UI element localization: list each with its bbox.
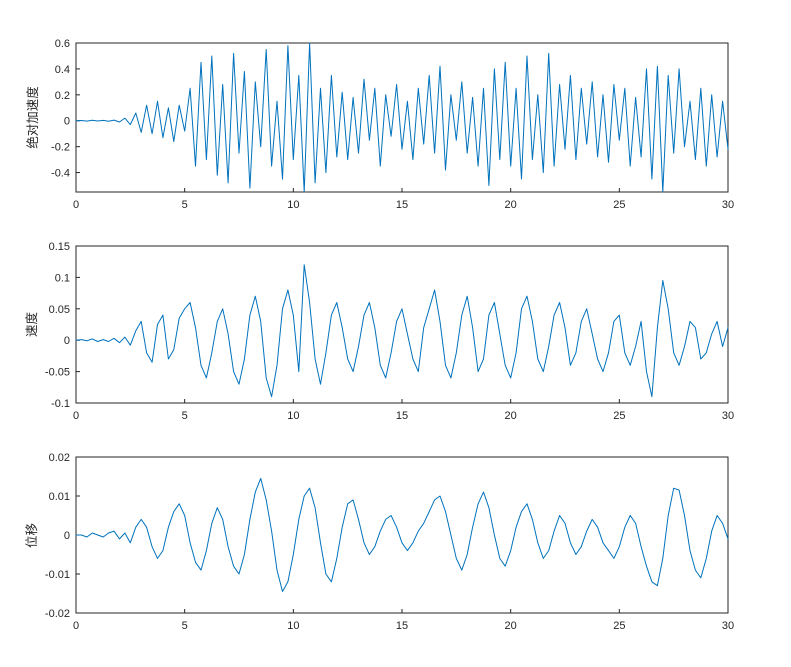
x-tick-label: 0 bbox=[73, 410, 79, 422]
x-tick-label: 30 bbox=[722, 199, 734, 211]
y-tick-label: 0 bbox=[64, 335, 70, 347]
y-tick-label: 0 bbox=[64, 116, 70, 128]
x-tick-label: 25 bbox=[613, 620, 625, 632]
ylabel-box-velocity: 速度 bbox=[16, 246, 46, 403]
y-tick-label: 0.1 bbox=[55, 272, 70, 284]
y-tick-label: 0.02 bbox=[49, 452, 70, 464]
ylabel-velocity: 速度 bbox=[25, 311, 40, 338]
x-tick-label: 15 bbox=[396, 410, 408, 422]
x-tick-label: 15 bbox=[396, 199, 408, 211]
y-tick-label: 0.05 bbox=[49, 304, 70, 316]
x-tick-label: 10 bbox=[287, 410, 299, 422]
waveform-line-1 bbox=[75, 264, 729, 398]
ylabel-box-displacement: 位移 bbox=[16, 457, 46, 613]
x-tick-label: 10 bbox=[287, 199, 299, 211]
x-tick-label: 25 bbox=[613, 199, 625, 211]
y-tick-label: 0 bbox=[64, 530, 70, 542]
y-tick-label: 0.4 bbox=[55, 64, 70, 76]
x-tick-label: 0 bbox=[73, 620, 79, 632]
x-tick-label: 5 bbox=[182, 410, 188, 422]
ylabel-displacement: 位移 bbox=[25, 522, 40, 548]
y-tick-label: -0.05 bbox=[45, 367, 70, 379]
y-tick-label: -0.2 bbox=[51, 142, 70, 154]
axes-box bbox=[75, 245, 729, 404]
x-tick-label: 15 bbox=[396, 620, 408, 632]
x-tick-label: 5 bbox=[182, 620, 188, 632]
y-tick-label: 0.15 bbox=[49, 241, 70, 253]
subplot-0: 0 5 10 15 20 25 30 -0.4 -0.2 0 0.2 0.4 0.6 bbox=[51, 38, 734, 211]
axes-box bbox=[75, 42, 729, 193]
y-tick-label: -0.01 bbox=[45, 569, 70, 581]
y-tick-label: 0.01 bbox=[49, 491, 70, 503]
ylabel-acceleration: 绝对加速度 bbox=[25, 86, 40, 149]
waveform-line-2 bbox=[75, 477, 729, 592]
subplot-2: 0 5 10 15 20 25 30 -0.02 -0.01 0 0.01 0.02 bbox=[45, 452, 734, 632]
y-tick-label: 0.2 bbox=[55, 90, 70, 102]
x-tick-label: 20 bbox=[505, 199, 517, 211]
axes-box bbox=[75, 456, 729, 614]
ylabel-box-acceleration: 绝对加速度 bbox=[16, 43, 46, 192]
x-tick-label: 5 bbox=[182, 199, 188, 211]
subplot-1: 0 5 10 15 20 25 30 -0.1 -0.05 0 0.05 0.1 0.15 bbox=[45, 241, 734, 422]
waveform-line-0 bbox=[75, 42, 729, 193]
x-tick-label: 25 bbox=[613, 410, 625, 422]
x-tick-label: 10 bbox=[287, 620, 299, 632]
x-tick-label: 30 bbox=[722, 620, 734, 632]
y-tick-label: -0.4 bbox=[51, 168, 70, 180]
x-tick-label: 0 bbox=[73, 199, 79, 211]
x-tick-label: 20 bbox=[505, 410, 517, 422]
y-tick-label: 0.6 bbox=[55, 38, 70, 50]
x-tick-label: 20 bbox=[505, 620, 517, 632]
y-tick-label: -0.1 bbox=[51, 398, 70, 410]
x-tick-label: 30 bbox=[722, 410, 734, 422]
y-tick-label: -0.02 bbox=[45, 608, 70, 620]
